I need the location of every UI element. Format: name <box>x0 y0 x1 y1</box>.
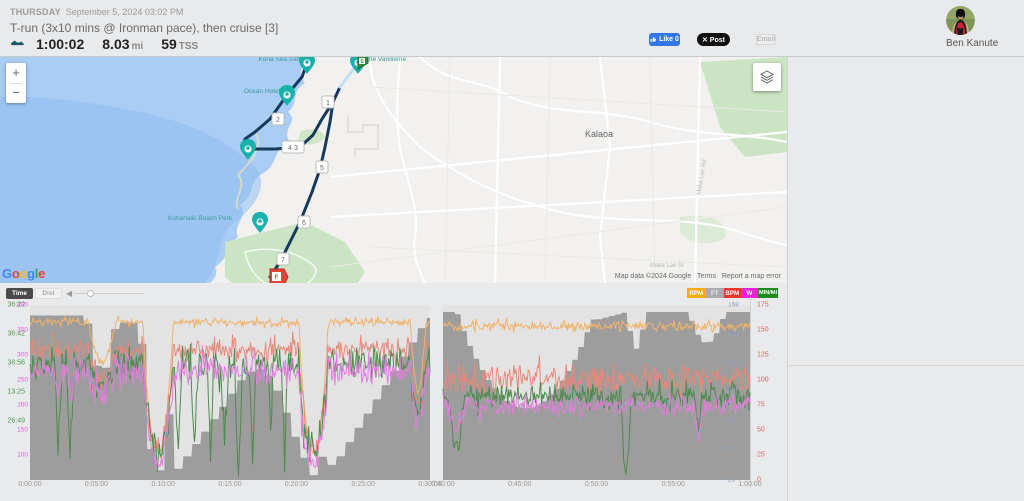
svg-text:2: 2 <box>276 117 280 124</box>
svg-text:6: 6 <box>302 220 306 227</box>
svg-text:Kalaoa: Kalaoa <box>585 129 613 139</box>
svg-text:1: 1 <box>326 100 330 107</box>
svg-text:Kona Sea Salt: Kona Sea Salt <box>258 57 300 63</box>
svg-text:7: 7 <box>281 257 285 264</box>
svg-text:5: 5 <box>320 165 324 172</box>
svg-text:F: F <box>275 275 279 281</box>
svg-text:Kohanaiki Beach Park: Kohanaiki Beach Park <box>168 215 233 222</box>
svg-text:Maka Lae St: Maka Lae St <box>650 263 684 269</box>
svg-text:4 3: 4 3 <box>288 145 298 152</box>
svg-text:The Vanilleme: The Vanilleme <box>365 57 406 63</box>
svg-text:Ocean Hotel: Ocean Hotel <box>244 88 281 95</box>
